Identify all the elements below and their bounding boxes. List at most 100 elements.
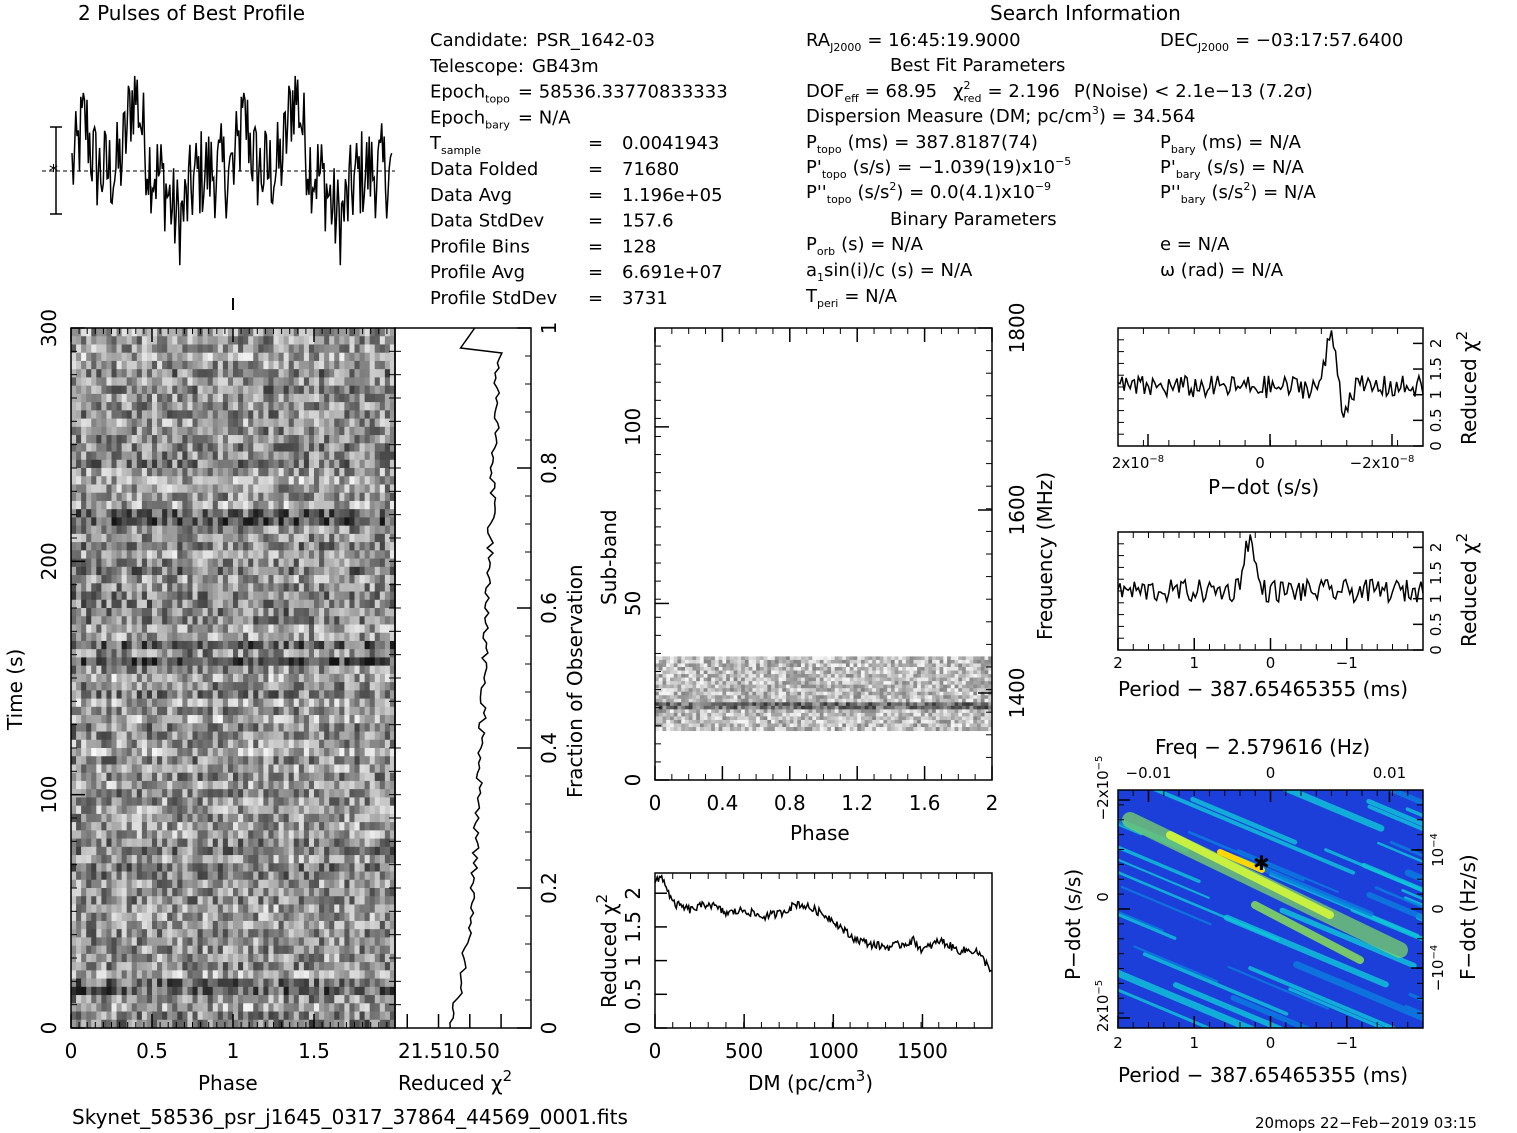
heat-cell xyxy=(167,451,173,461)
heat-cell xyxy=(96,484,102,494)
heat-cell xyxy=(278,838,285,848)
heat-cell xyxy=(379,393,386,403)
heat-cell xyxy=(263,525,270,535)
heat-cell xyxy=(334,706,340,716)
heat-cell xyxy=(298,418,305,428)
heat-cell xyxy=(212,360,219,370)
heat-cell xyxy=(126,673,133,683)
heat-cell xyxy=(263,410,270,420)
heat-cell xyxy=(96,344,102,354)
heat-cell xyxy=(202,608,209,617)
heat-cell xyxy=(81,953,87,963)
heat-cell xyxy=(293,797,300,807)
heat-cell xyxy=(101,591,108,601)
heat-cell xyxy=(167,657,173,667)
heat-cell xyxy=(222,731,229,741)
heat-cell xyxy=(303,459,310,469)
heat-cell xyxy=(243,640,249,650)
heat-cell xyxy=(303,739,310,749)
heat-cell xyxy=(141,566,148,576)
heat-cell xyxy=(126,822,133,831)
heat-cell xyxy=(329,937,335,947)
heat-cell xyxy=(384,706,391,716)
heat-cell xyxy=(298,937,305,947)
heat-cell xyxy=(359,863,366,873)
heat-cell xyxy=(278,377,285,387)
heat-cell xyxy=(243,352,249,362)
heat-cell xyxy=(111,682,118,691)
heat-cell xyxy=(369,813,376,823)
heat-cell xyxy=(278,500,285,510)
heat-cell xyxy=(389,468,396,477)
heat-cell xyxy=(314,665,320,675)
heat-cell xyxy=(91,682,97,691)
heat-cell xyxy=(131,772,138,782)
heat-cell xyxy=(187,344,194,354)
heat-cell xyxy=(162,830,168,840)
heat-cell xyxy=(141,920,148,930)
heat-cell xyxy=(136,459,143,469)
heat-cell xyxy=(253,632,259,642)
heat-cell xyxy=(81,739,87,749)
heat-cell xyxy=(146,830,153,840)
heat-cell xyxy=(283,435,290,444)
heat-cell xyxy=(303,492,310,502)
heat-cell xyxy=(253,575,259,584)
heat-cell xyxy=(248,912,254,922)
pddbary-row: P''bary (s/s2) = N/A xyxy=(1160,180,1316,206)
heat-cell xyxy=(207,484,214,494)
heat-cell xyxy=(374,402,381,411)
heat-cell xyxy=(167,846,173,856)
heat-cell xyxy=(243,953,249,963)
heat-cell xyxy=(207,739,214,749)
heat-cell xyxy=(324,550,330,560)
heat-cell xyxy=(96,904,102,914)
heat-cell xyxy=(324,591,330,601)
heat-cell xyxy=(324,583,330,593)
heat-cell xyxy=(303,517,310,527)
heat-cell xyxy=(374,344,381,354)
heat-cell xyxy=(238,591,244,601)
heat-cell xyxy=(96,945,102,955)
heat-cell xyxy=(116,640,123,650)
heat-cell xyxy=(162,566,168,576)
heat-cell xyxy=(354,822,361,831)
heat-cell xyxy=(238,575,244,584)
heat-cell xyxy=(202,525,209,535)
heat-cell xyxy=(258,822,264,831)
heat-cell xyxy=(233,657,239,667)
heat-cell xyxy=(329,813,335,823)
heat-cell xyxy=(162,599,168,609)
heat-cell xyxy=(339,418,345,428)
heat-cell xyxy=(344,624,351,634)
heat-cell xyxy=(298,608,305,617)
heat-cell xyxy=(86,542,92,551)
heat-cell xyxy=(172,756,178,766)
heat-cell xyxy=(91,632,97,642)
heat-cell xyxy=(374,558,381,568)
heat-cell xyxy=(131,789,138,799)
heat-cell xyxy=(111,673,118,683)
heat-cell xyxy=(152,789,158,799)
heat-cell xyxy=(389,459,396,469)
heat-cell xyxy=(152,879,158,889)
heat-cell xyxy=(141,649,148,659)
heat-cell xyxy=(146,657,153,667)
heat-cell xyxy=(308,780,315,790)
heat-cell xyxy=(162,369,168,379)
heat-cell xyxy=(248,756,254,766)
heat-cell xyxy=(308,657,315,667)
heat-cell xyxy=(369,822,376,831)
heat-cell xyxy=(283,640,290,650)
heat-cell xyxy=(172,443,178,453)
heat-cell xyxy=(273,715,280,724)
heat-cell xyxy=(167,871,173,881)
heat-cell xyxy=(389,624,396,634)
heat-cell xyxy=(106,550,113,560)
heat-cell xyxy=(364,517,371,527)
heat-cell xyxy=(243,608,249,617)
heat-cell xyxy=(389,888,396,897)
heat-cell xyxy=(344,690,351,700)
heat-cell xyxy=(268,509,275,519)
heat-cell xyxy=(141,912,148,922)
